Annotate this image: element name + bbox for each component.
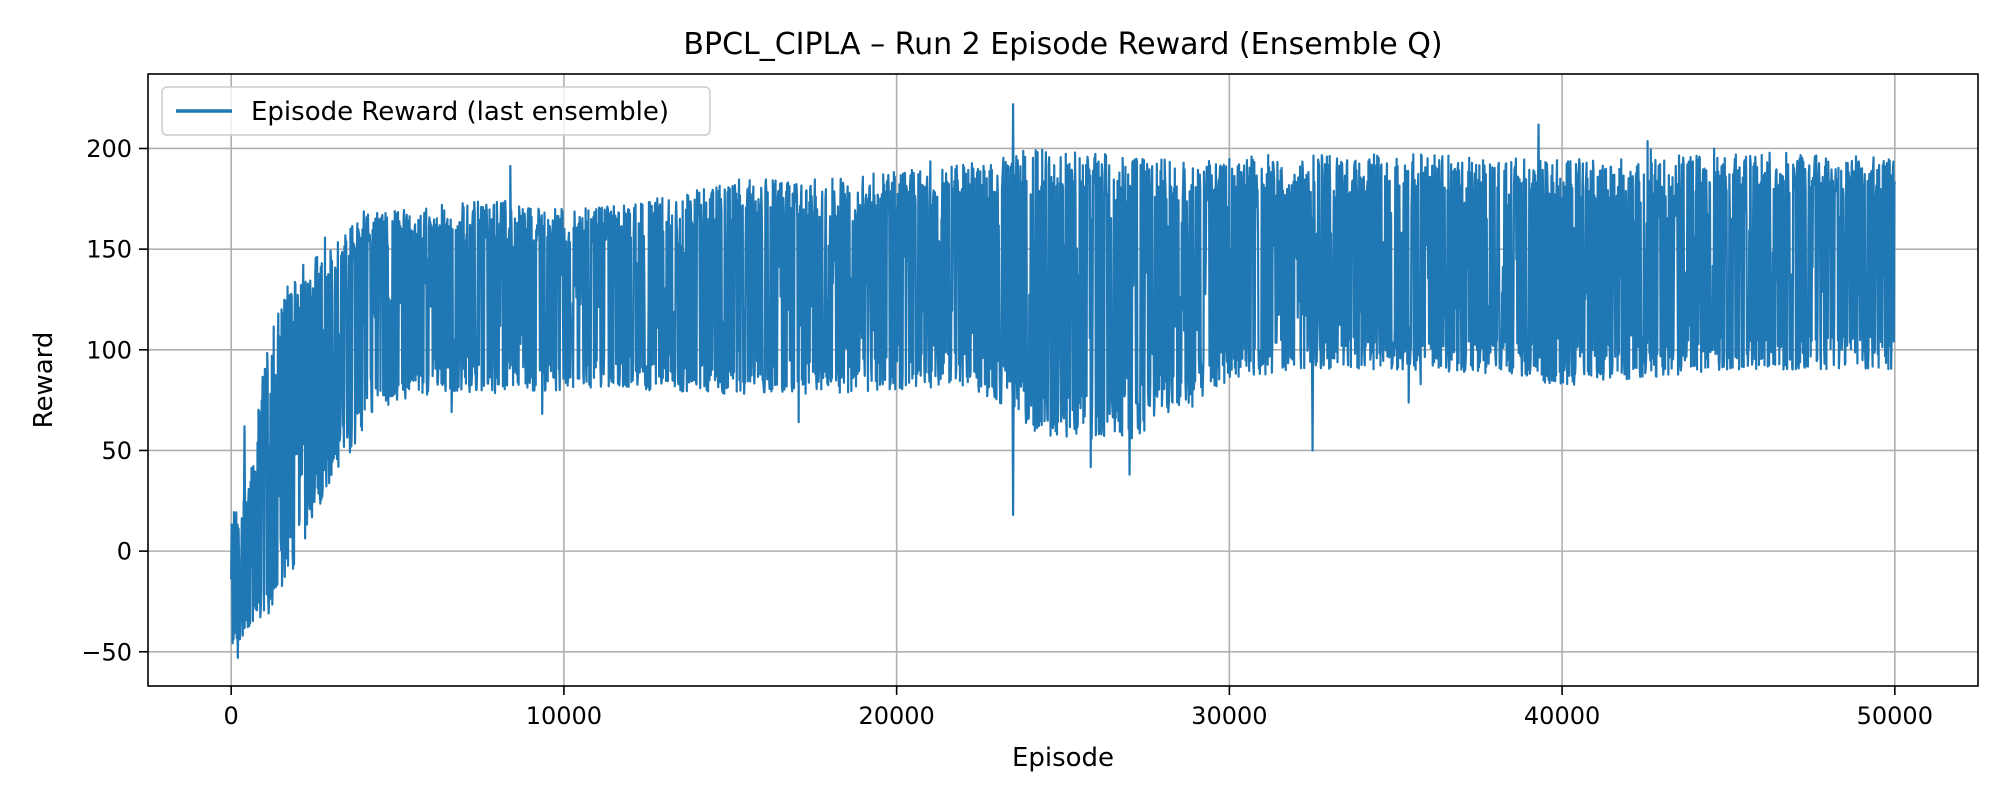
y-axis-label: Reward	[29, 332, 59, 429]
x-tick-label: 10000	[526, 702, 602, 730]
axis-ticks: 0 10000 20000 30000 40000 50000 −50 0 50 100 150 20…	[81, 135, 1933, 730]
y-tick-label: 150	[86, 236, 132, 264]
axes-frame	[147, 73, 1979, 687]
x-tick-label: 50000	[1857, 702, 1933, 730]
x-axis-label: Episode	[1012, 743, 1114, 773]
legend-box	[161, 86, 711, 136]
legend: Episode Reward (last ensemble)	[161, 86, 711, 136]
x-tick-label: 20000	[858, 702, 934, 730]
chart-title: BPCL_CIPLA – Run 2 Episode Reward (Ensem…	[683, 27, 1442, 62]
x-tick-label: 0	[224, 702, 239, 730]
series-line-episode-reward	[230, 103, 1896, 659]
x-tick-label: 40000	[1524, 702, 1600, 730]
x-tick-label: 30000	[1191, 702, 1267, 730]
legend-entry-label: Episode Reward (last ensemble)	[251, 97, 669, 127]
y-tick-label: 100	[86, 336, 132, 364]
y-tick-label: 0	[117, 538, 132, 566]
y-tick-label: −50	[81, 638, 132, 666]
y-tick-label: 200	[86, 135, 132, 163]
plot-area	[230, 103, 1896, 659]
y-tick-label: 50	[101, 437, 132, 465]
